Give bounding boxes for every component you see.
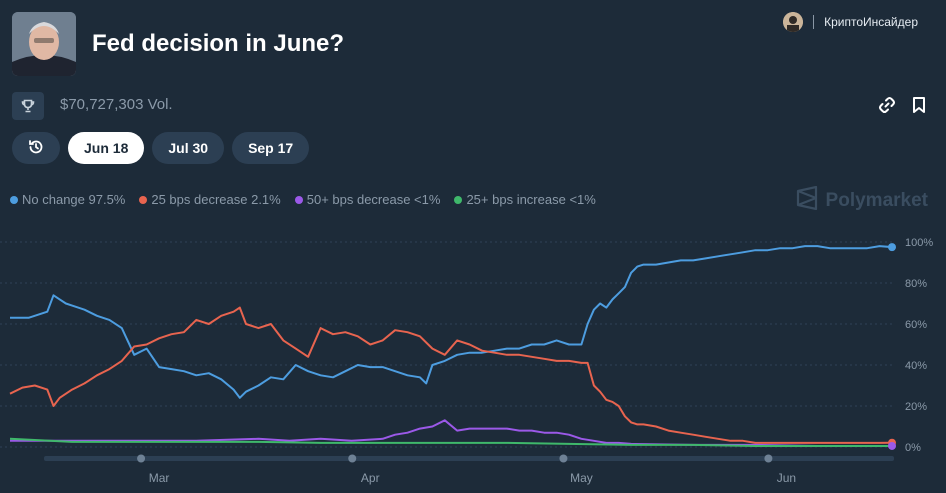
x-tick-label: May (570, 471, 593, 485)
brand-name: Polymarket (825, 190, 928, 211)
polymarket-brand: Polymarket (796, 185, 928, 216)
series-line (10, 419, 892, 447)
legend-item-25bps-increase[interactable]: 25+ bps increase <1% (454, 192, 596, 207)
y-tick-label: 0% (905, 442, 921, 454)
legend-item-no-change[interactable]: No change 97.5% (10, 192, 125, 207)
channel-badge[interactable]: КриптоИнсайдер (783, 12, 918, 32)
channel-avatar-icon (783, 12, 804, 32)
end-marker (888, 441, 896, 450)
bookmark-icon[interactable] (910, 96, 928, 114)
range-handle (764, 454, 773, 463)
y-tick-label: 60% (905, 319, 927, 331)
legend-item-25bps-decrease[interactable]: 25 bps decrease 2.1% (139, 192, 281, 207)
legend-item-50bps-decrease[interactable]: 50+ bps decrease <1% (294, 192, 441, 207)
range-handle (559, 454, 568, 463)
series-line (10, 245, 893, 399)
legend-label: No change 97.5% (22, 192, 126, 207)
legend-label: 50+ bps decrease <1% (306, 192, 441, 207)
tab-jun-18[interactable]: Jun 18 (68, 132, 145, 164)
link-icon[interactable] (878, 96, 896, 114)
channel-divider (813, 15, 815, 29)
tab-sep-17[interactable]: Sep 17 (232, 132, 310, 164)
x-tick-label: Jun (777, 471, 796, 485)
range-handle (348, 454, 357, 463)
x-tick-label: Apr (361, 471, 380, 485)
chart-legend: No change 97.5% 25 bps decrease 2.1% 50+… (10, 192, 596, 207)
channel-name: КриптоИнсайдер (824, 15, 918, 29)
legend-dot (10, 195, 18, 204)
tab-jul-30[interactable]: Jul 30 (152, 132, 225, 164)
legend-label: 25 bps decrease 2.1% (151, 192, 281, 207)
trophy-icon (12, 92, 44, 120)
market-image (12, 12, 76, 76)
range-handle (137, 454, 146, 463)
polymarket-logo-icon (796, 185, 818, 216)
time-range-track (44, 456, 894, 461)
x-tick-label: Mar (149, 471, 170, 485)
legend-dot (294, 195, 303, 204)
y-tick-label: 20% (905, 401, 927, 413)
end-marker (888, 243, 896, 252)
y-tick-label: 80% (905, 278, 927, 290)
legend-label: 25+ bps increase <1% (466, 192, 596, 207)
line-chart: 100% 80% 60% 40% 20% 0% Mar Apr May Jun (0, 237, 933, 485)
history-button[interactable] (12, 132, 60, 164)
volume-text: $70,727,303 Vol. (60, 96, 173, 113)
series-line (9, 437, 892, 447)
y-tick-label: 100% (905, 237, 933, 249)
market-title: Fed decision in June? (92, 30, 345, 57)
legend-dot (454, 195, 463, 204)
legend-dot (139, 195, 148, 204)
history-icon (28, 139, 44, 158)
series-line (9, 306, 893, 444)
y-tick-label: 40% (905, 360, 927, 372)
